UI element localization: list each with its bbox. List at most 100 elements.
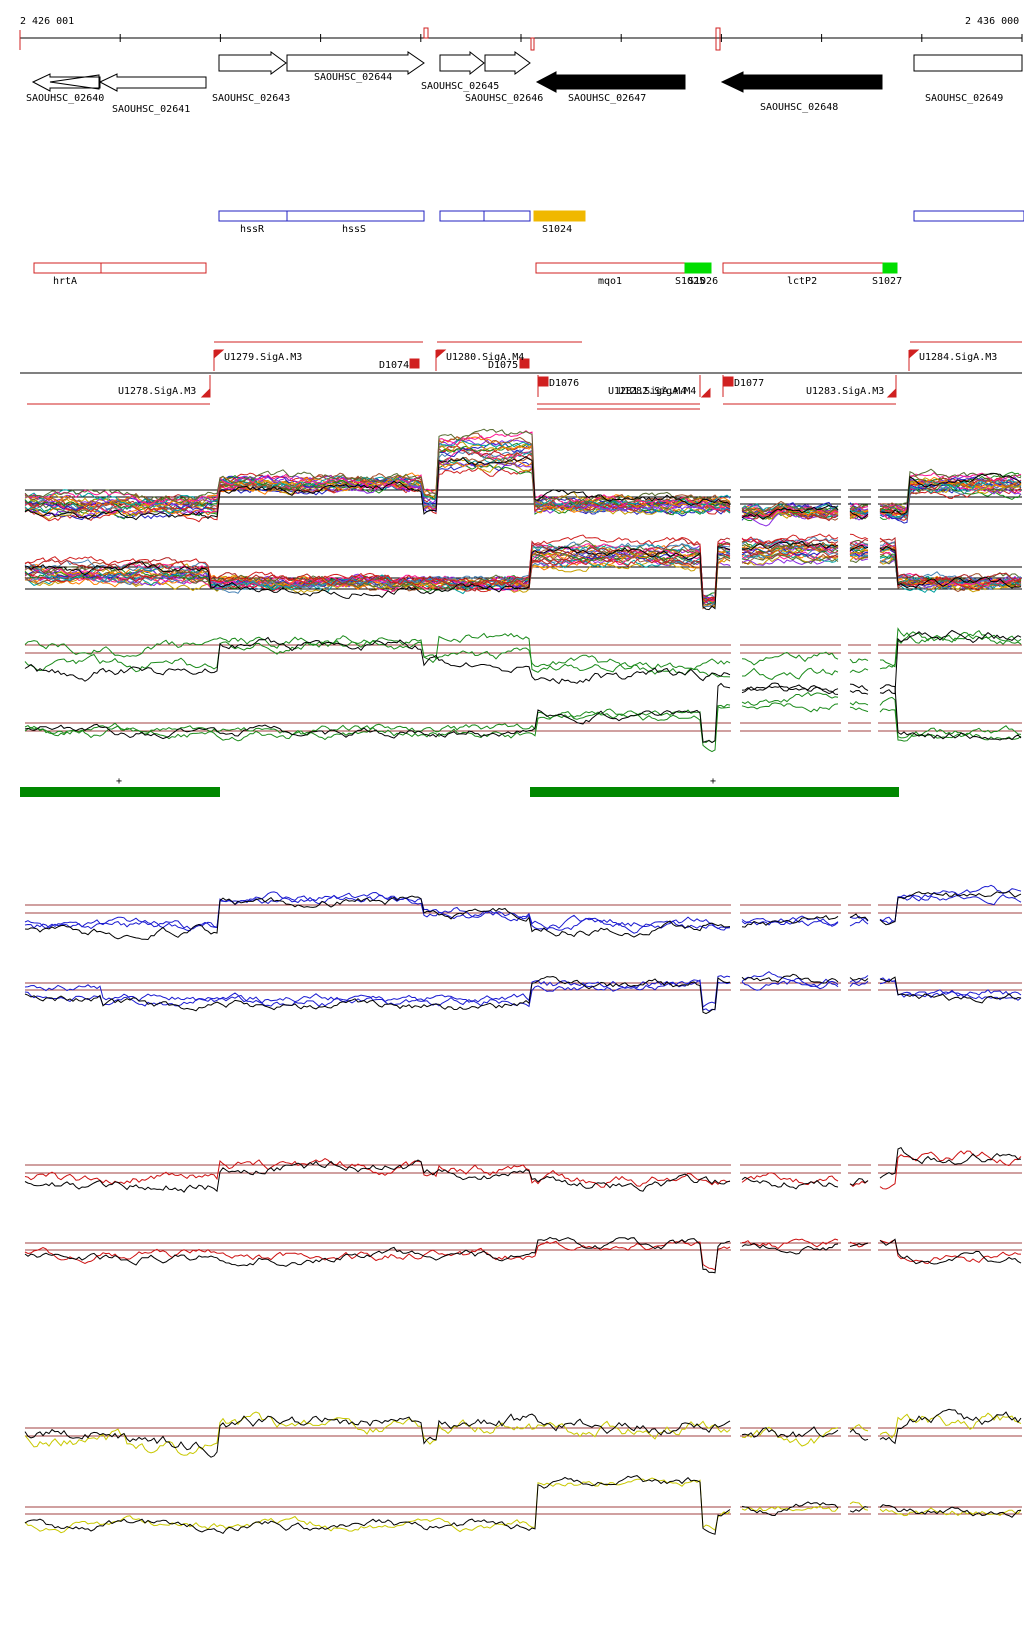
expression-line (24, 1411, 1022, 1456)
gene-arrow[interactable] (535, 71, 686, 93)
coord-start: 2 426 001 (20, 16, 74, 27)
segment-bar[interactable] (20, 787, 220, 797)
shift-label: D1075 (488, 360, 518, 371)
tss-label: U1279.SigA.M3 (224, 352, 302, 363)
expression-line (24, 1236, 1022, 1274)
gene-arrow[interactable] (31, 73, 101, 92)
gene-arrow[interactable] (439, 50, 485, 76)
gene-label: SAOUHSC_02647 (568, 93, 646, 104)
gene-label: SAOUHSC_02643 (212, 93, 290, 104)
feature-label: lctP2 (787, 276, 817, 287)
expression-line (24, 533, 1022, 603)
expression-line (24, 432, 1022, 516)
tss-track: U1278.SigA.M3 U1279.SigA.M3 U1280.SigA.M… (20, 341, 1022, 410)
feature-box[interactable] (483, 210, 531, 222)
expression-line (24, 428, 1022, 515)
feature-box[interactable] (535, 262, 686, 274)
ruler-marker-2 (530, 37, 535, 51)
gene-track: SAOUHSC_02640 SAOUHSC_02641 SAOUHSC_0264… (26, 50, 1023, 115)
expression-line (24, 441, 1022, 519)
tss-label: U1282.SigA.M4 (618, 386, 696, 397)
feature-label: S1024 (542, 224, 572, 235)
feature-label: hrtA (53, 276, 77, 287)
expression-line (24, 975, 1022, 1008)
gene-label: SAOUHSC_02644 (314, 72, 392, 83)
expression-line (24, 627, 1022, 680)
ruler-marker-1 (423, 27, 429, 39)
gene-arrow[interactable] (286, 51, 425, 75)
gene-label: SAOUHSC_02646 (465, 93, 543, 104)
expression-line (24, 682, 1022, 744)
shift-label: D1077 (734, 378, 764, 389)
feature-box[interactable] (684, 262, 712, 274)
tss-label: U1284.SigA.M3 (919, 352, 997, 363)
feature-track-blue: hssR hssS S1024 (218, 210, 1024, 235)
expression-line (24, 1150, 1022, 1190)
expression-line (24, 540, 1022, 605)
shift-marker[interactable] (519, 358, 530, 369)
tss-flag[interactable] (909, 349, 920, 359)
segment-strand: + (710, 776, 716, 787)
shift-marker[interactable] (538, 376, 549, 387)
feature-track-red: hrtA mqo1 lctP2 S1025 S1026 S1027 (33, 262, 902, 287)
tss-label: U1280.SigA.M4 (446, 352, 524, 363)
tss-flag[interactable] (214, 349, 225, 359)
gene-label: SAOUHSC_02648 (760, 102, 838, 113)
expression-line (24, 971, 1022, 1012)
feature-box[interactable] (286, 210, 425, 222)
tss-label: U1278.SigA.M3 (118, 386, 196, 397)
feature-box[interactable] (100, 262, 207, 274)
shift-marker[interactable] (409, 358, 420, 369)
gene-label: SAOUHSC_02640 (26, 93, 104, 104)
feature-label: hssR (240, 224, 265, 235)
gene-arrow[interactable] (913, 54, 1023, 72)
expression-line (24, 544, 1022, 604)
shift-marker[interactable] (723, 376, 734, 387)
expression-line (24, 538, 1022, 606)
expression-line (24, 1146, 1022, 1193)
expression-line (24, 884, 1022, 932)
tss-flag[interactable] (700, 387, 711, 398)
expression-line (24, 890, 1022, 941)
expression-line (24, 455, 1022, 521)
expression-line (24, 1238, 1021, 1271)
expression-line (24, 973, 1022, 1015)
feature-box[interactable] (882, 262, 898, 274)
tss-flag[interactable] (886, 387, 897, 398)
expression-line (24, 1408, 1022, 1458)
feature-label: S1025 (675, 276, 705, 287)
expression-line (24, 542, 1022, 605)
tss-flag[interactable] (436, 349, 447, 359)
gene-label: SAOUHSC_02641 (112, 104, 190, 115)
coordinate-ruler: 2 426 001 2 436 000 (19, 16, 1023, 51)
coord-end: 2 436 000 (965, 16, 1019, 27)
gene-label: SAOUHSC_02649 (925, 93, 1003, 104)
feature-label: S1027 (872, 276, 902, 287)
expression-line (24, 537, 1022, 602)
tss-label: U1283.SigA.M3 (806, 386, 884, 397)
gene-arrow[interactable] (98, 73, 207, 92)
expression-line (24, 691, 1022, 753)
expression-line (24, 545, 1022, 605)
feature-box[interactable] (33, 262, 102, 274)
feature-box[interactable] (722, 262, 884, 274)
segment-strand: + (116, 776, 122, 787)
expression-line (24, 549, 1022, 600)
tss-flag[interactable] (200, 387, 211, 398)
feature-box[interactable] (439, 210, 485, 222)
gene-arrow[interactable] (218, 51, 287, 75)
segment-bar[interactable] (530, 787, 899, 797)
expression-line (24, 536, 1022, 608)
feature-box[interactable] (913, 210, 1024, 222)
feature-box[interactable] (218, 210, 288, 222)
segment-track: + + (20, 776, 899, 797)
expression-line (24, 891, 1022, 934)
expression-line (24, 1477, 1022, 1534)
expression-line (24, 539, 1022, 606)
expression-tracks (24, 428, 1022, 1535)
gene-arrow[interactable] (484, 51, 531, 75)
expression-line (24, 1475, 1022, 1535)
feature-box[interactable] (533, 210, 586, 222)
gene-arrow[interactable] (720, 71, 883, 93)
